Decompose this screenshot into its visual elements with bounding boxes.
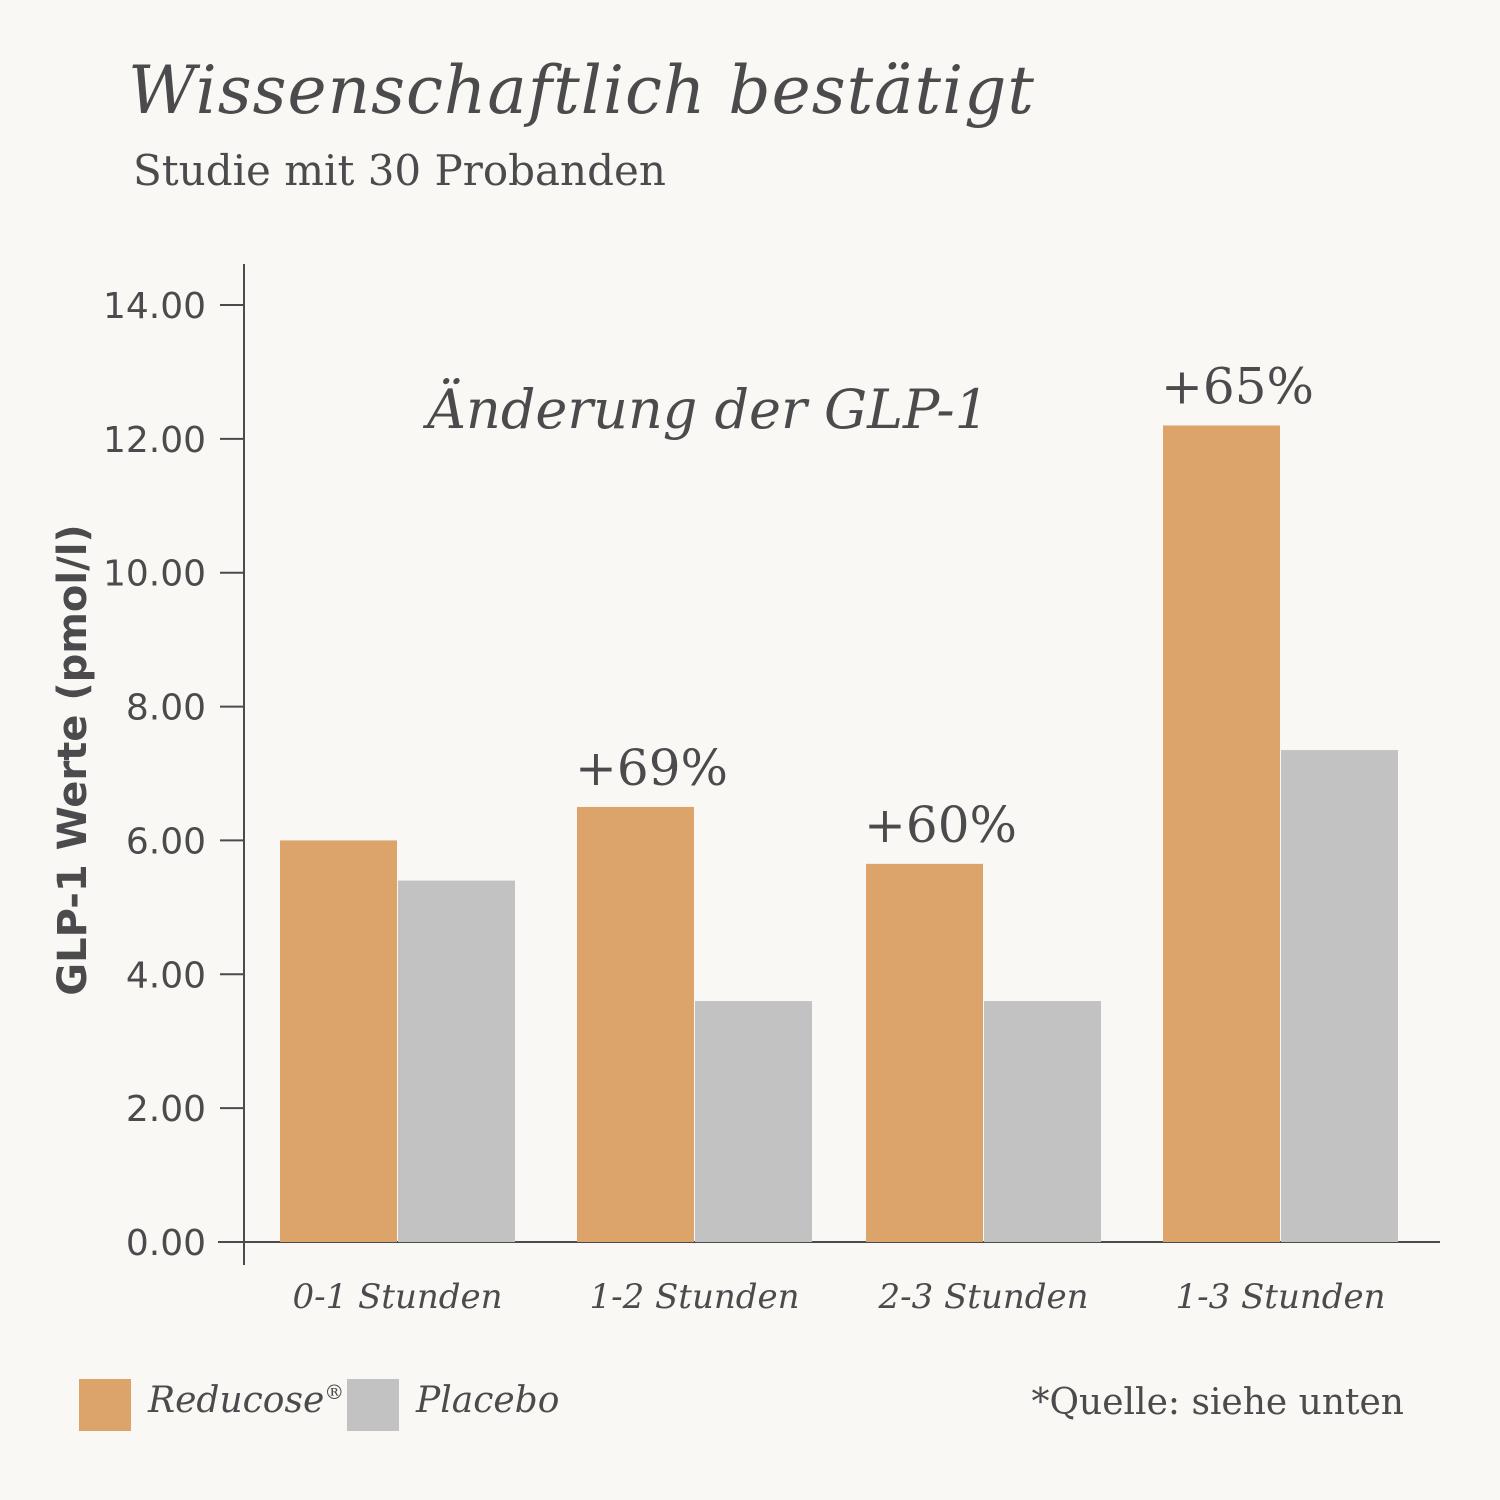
bar-placebo-1 — [695, 1001, 812, 1242]
bar-placebo-3 — [1281, 750, 1398, 1242]
bar-reducose-3 — [1163, 425, 1280, 1242]
y-axis-label: GLP-1 Werte (pmol/l) — [50, 524, 96, 995]
chart-title: Änderung der GLP-1 — [422, 377, 989, 441]
y-tick-label-2: 4.00 — [126, 955, 206, 996]
legend-label-placebo: Placebo — [416, 1380, 560, 1421]
bar-reducose-2 — [866, 863, 983, 1242]
legend-label-reducose: Reducose® — [148, 1380, 344, 1421]
x-tick-label-0: 0-1 Stunden — [292, 1277, 502, 1317]
y-tick-label-7: 14.00 — [103, 286, 206, 327]
source-note: *Quelle: siehe unten — [1031, 1382, 1404, 1423]
legend-swatch-placebo — [347, 1379, 399, 1431]
x-tick-label-2: 2-3 Stunden — [877, 1277, 1088, 1317]
bar-reducose-0 — [280, 840, 397, 1242]
registered-mark: ® — [324, 1380, 345, 1404]
legend-label-reducose-text: Reducose — [148, 1380, 325, 1421]
y-tick-label-0: 0.00 — [126, 1223, 206, 1264]
bar-reducose-1 — [577, 806, 694, 1242]
annotation-2: +60% — [864, 796, 1017, 854]
x-tick-label-3: 1-3 Stunden — [1175, 1277, 1385, 1317]
annotation-1: +69% — [575, 739, 728, 797]
bar-placebo-0 — [398, 880, 515, 1242]
y-tick-label-5: 10.00 — [103, 554, 206, 595]
legend-swatch-reducose — [79, 1379, 131, 1431]
y-tick-label-1: 2.00 — [126, 1089, 206, 1130]
y-tick-label-6: 12.00 — [103, 420, 206, 461]
y-tick-label-3: 6.00 — [126, 821, 206, 862]
chart-subtitle: Studie mit 30 Probanden — [133, 146, 666, 195]
bar-placebo-2 — [984, 1001, 1101, 1242]
x-tick-label-1: 1-2 Stunden — [589, 1277, 799, 1317]
chart-title-heading: Wissenschaftlich bestätigt — [128, 52, 1035, 129]
annotation-3: +65% — [1161, 357, 1314, 415]
y-tick-label-4: 8.00 — [126, 688, 206, 729]
